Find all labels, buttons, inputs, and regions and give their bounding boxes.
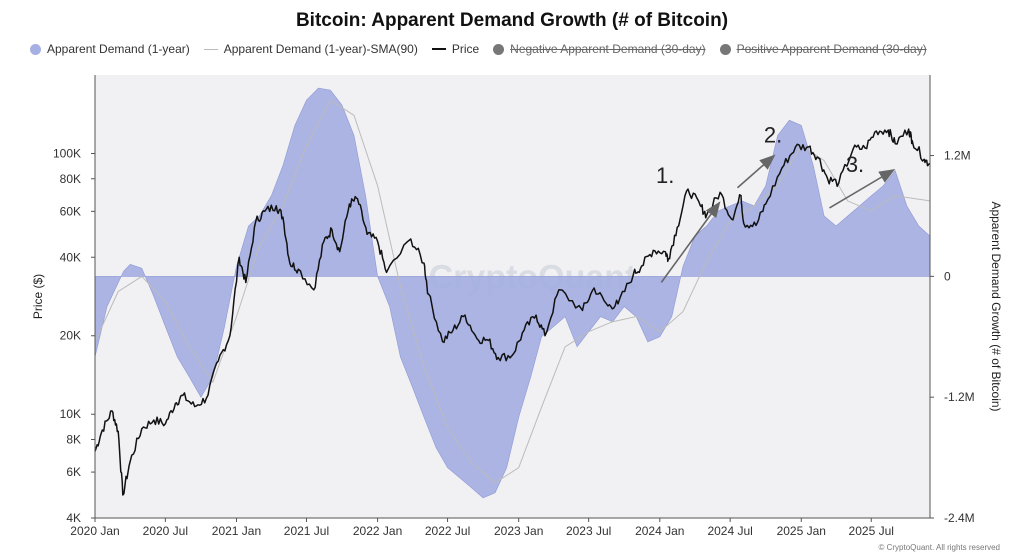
series-apparent-demand-area (94, 87, 931, 499)
legend-item-3[interactable]: Negative Apparent Demand (30-day) (493, 42, 706, 56)
right-tick-label: 0 (944, 269, 951, 283)
annotation-arrow-1 (660, 201, 721, 283)
x-tick-label: 2024 Jan (635, 524, 684, 538)
legend-item-1[interactable]: Apparent Demand (1-year)-SMA(90) (203, 42, 418, 56)
copyright-footer: © CryptoQuant. All rights reserved (878, 543, 1001, 552)
legend-swatch (30, 43, 41, 55)
left-tick-label: 100K (53, 146, 81, 160)
legend-label: Apparent Demand (1-year)-SMA(90) (223, 42, 418, 56)
legend-item-4[interactable]: Positive Apparent Demand (30-day) (719, 42, 927, 56)
chart-title: Bitcoin: Apparent Demand Growth (# of Bi… (295, 10, 729, 31)
left-tick-label: 60K (60, 204, 81, 218)
x-tick-label: 2020 Jan (70, 524, 119, 538)
legend-item-0[interactable]: Apparent Demand (1-year) (30, 42, 190, 56)
annotation-arrow-3 (829, 169, 896, 209)
x-tick-label: 2022 Jul (425, 524, 470, 538)
series-price-line (94, 128, 931, 496)
annotation-label-1: 1. (656, 163, 674, 188)
x-tick-label: 2021 Jul (284, 524, 329, 538)
x-tick-label: 2025 Jan (777, 524, 826, 538)
legend-item-2[interactable]: Price (431, 42, 480, 56)
legend-label: Positive Apparent Demand (30-day) (736, 42, 927, 56)
series-sma90-line (94, 99, 931, 484)
x-tick-label: 2023 Jan (494, 524, 543, 538)
x-tick-label: 2025 Jul (849, 524, 894, 538)
left-axis-title: Price ($) (31, 274, 45, 319)
right-tick-label: -1.2M (944, 390, 975, 404)
left-tick-label: 20K (60, 329, 81, 343)
legend-label: Apparent Demand (1-year) (47, 42, 190, 56)
legend-swatch (493, 43, 505, 55)
left-tick-label: 40K (60, 250, 81, 264)
x-tick-label: 2022 Jan (353, 524, 402, 538)
legend: Apparent Demand (1-year) Apparent Demand … (30, 42, 1010, 56)
right-tick-label: -2.4M (944, 511, 975, 525)
x-tick-label: 2023 Jul (566, 524, 611, 538)
left-tick-label: 80K (60, 172, 81, 186)
legend-label: Price (451, 42, 480, 56)
x-tick-label: 2021 Jan (212, 524, 261, 538)
annotation-label-2: 2. (764, 123, 782, 148)
x-tick-label: 2024 Jul (707, 524, 752, 538)
left-tick-label: 6K (66, 465, 81, 479)
x-tick-label: 2020 Jul (143, 524, 188, 538)
legend-swatch (719, 43, 731, 55)
legend-label: Negative Apparent Demand (30-day) (510, 42, 706, 56)
left-tick-label: 10K (60, 407, 81, 421)
annotation-label-3: 3. (846, 152, 864, 177)
annotation-arrow-2 (736, 154, 776, 189)
left-tick-label: 4K (66, 511, 81, 525)
legend-swatch (203, 48, 218, 50)
right-axis-title: Apparent Demand Growth (# of Bitcoin) (989, 201, 1003, 411)
right-tick-label: 1.2M (944, 149, 971, 163)
legend-swatch (431, 48, 446, 50)
left-tick-label: 8K (66, 433, 81, 447)
